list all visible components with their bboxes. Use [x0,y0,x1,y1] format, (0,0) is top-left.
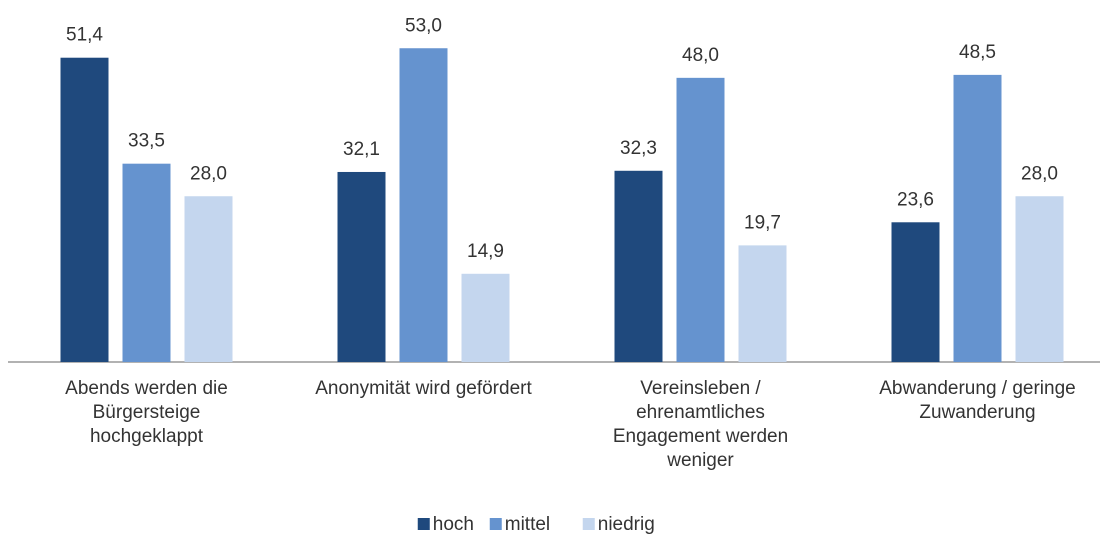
category-label: Vereinsleben / ehrenamtliches Engagement… [612,378,789,471]
value-label: 48,5 [959,42,996,63]
value-label: 53,0 [405,15,442,36]
value-label: 28,0 [190,163,227,184]
legend-swatch [582,518,595,530]
legend-swatch [417,518,430,530]
category-label: Abwanderung / geringe Zuwanderung [879,378,1076,423]
value-label: 33,5 [128,131,165,152]
legend-label: mittel [505,514,550,535]
value-label: 32,1 [343,139,380,160]
value-label: 19,7 [744,212,781,233]
bar [891,222,940,362]
bar [461,273,510,362]
value-label: 28,0 [1021,163,1058,184]
value-label: 51,4 [66,25,103,46]
value-label: 23,6 [897,189,934,210]
bar [60,57,109,362]
bar [399,48,448,363]
legend-swatch [489,518,502,530]
category-label: Abends werden die Bürgersteige hochgekla… [65,378,228,447]
bar [122,163,171,362]
category-label: Anonymität wird gefördert [315,378,532,399]
bar [184,196,233,362]
bar [337,171,386,362]
legend-label: hoch [433,514,474,535]
bar [1015,196,1064,362]
bar [953,74,1002,362]
value-label: 48,0 [682,45,719,66]
bar [738,245,787,362]
value-label: 32,3 [620,138,657,159]
bar [676,77,725,362]
value-label: 14,9 [467,241,504,262]
bar [614,170,663,362]
legend-label: niedrig [598,514,655,535]
